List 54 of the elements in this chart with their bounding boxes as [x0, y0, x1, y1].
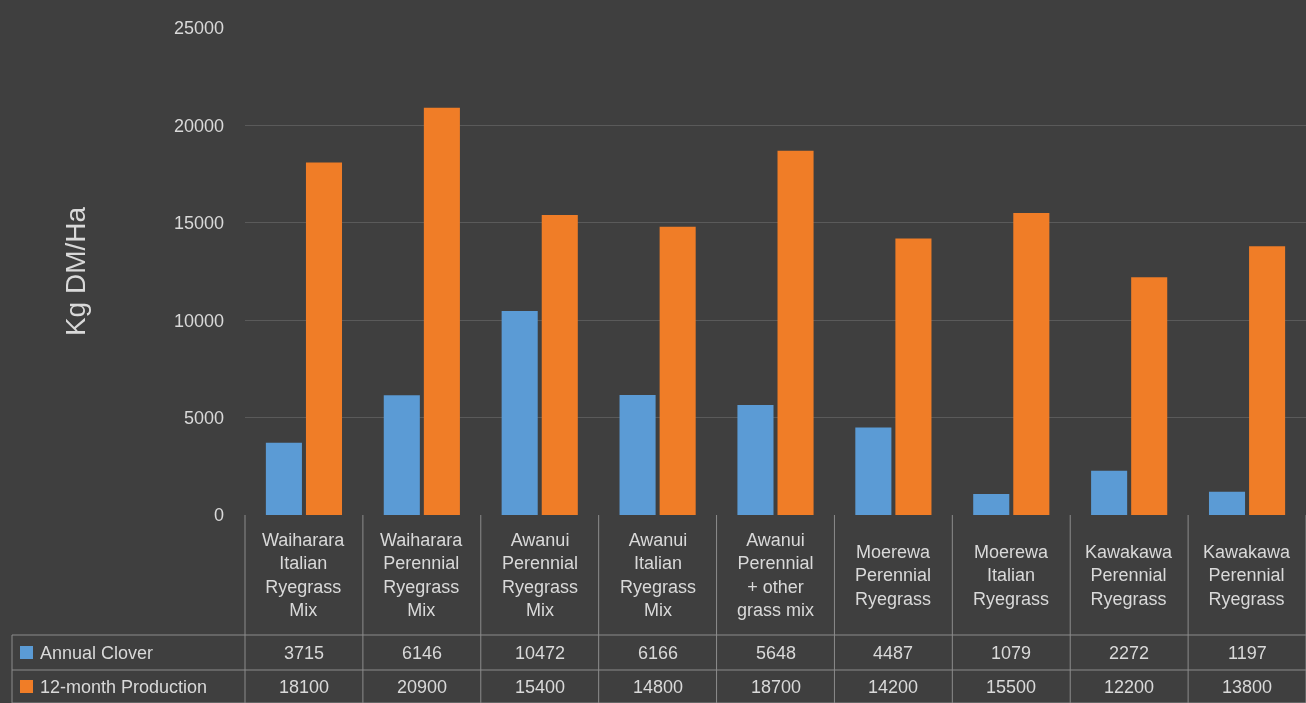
bar [541, 215, 578, 515]
data-label: 15400 [515, 677, 566, 697]
x-tick-label: Awanui Perennial Ryegrass Mix [502, 530, 579, 621]
data-label: 6166 [638, 643, 679, 663]
bar [973, 493, 1010, 515]
data-label: 2272 [1109, 643, 1150, 663]
y-tick-label: 0 [213, 505, 224, 526]
bar [305, 162, 343, 515]
bar [265, 442, 302, 515]
bar [659, 226, 696, 515]
legend-label: Annual Clover [40, 643, 154, 663]
data-label: 18700 [751, 677, 802, 697]
x-tick-label: Moerewa Perennial Ryegrass [855, 542, 932, 609]
y-tick-label: 15000 [173, 213, 224, 234]
bar [423, 107, 460, 515]
y-tick-label: 10000 [173, 310, 224, 331]
data-label: 10472 [515, 643, 566, 663]
x-tick-label: Kawakawa Perennial Ryegrass [1085, 542, 1174, 609]
data-label: 12200 [1104, 677, 1155, 697]
data-label: 18100 [279, 677, 330, 697]
legend-label: 12-month Production [40, 677, 208, 697]
bar [383, 395, 420, 515]
data-label: 20900 [397, 677, 448, 697]
data-label: 4487 [873, 643, 914, 663]
bar [1249, 246, 1286, 515]
data-label: 5648 [756, 643, 797, 663]
bar [619, 394, 656, 515]
bar [737, 404, 774, 515]
bar [1091, 470, 1128, 515]
data-label: 6146 [402, 643, 443, 663]
bar [1013, 213, 1050, 515]
data-label: 1197 [1228, 643, 1267, 663]
bar [501, 311, 538, 515]
x-tick-label: Waiharara Perennial Ryegrass Mix [380, 530, 464, 621]
bar [1208, 491, 1246, 515]
data-label: 13800 [1222, 677, 1273, 697]
y-axis-title: Kg DM/Ha [59, 206, 91, 337]
y-tick-label: 20000 [173, 115, 224, 136]
y-tick-label: 25000 [173, 18, 224, 39]
x-tick-label: Moerewa Italian Ryegrass [973, 542, 1050, 609]
x-tick-label: Waiharara Italian Ryegrass Mix [262, 530, 346, 621]
x-tick-label: Kawakawa Perennial Ryegrass [1203, 542, 1292, 609]
data-label: 1079 [991, 643, 1032, 663]
data-label: 14200 [868, 677, 919, 697]
bar [855, 427, 892, 515]
data-label: 14800 [633, 677, 684, 697]
bar [777, 150, 814, 515]
data-label: 15500 [986, 677, 1037, 697]
bar [1131, 277, 1168, 515]
data-label: 3715 [284, 643, 325, 663]
bar [895, 238, 932, 515]
y-tick-label: 5000 [183, 407, 224, 428]
x-tick-label: Awanui Perennial + other grass mix [737, 530, 815, 621]
x-tick-label: Awanui Italian Ryegrass Mix [620, 530, 697, 621]
